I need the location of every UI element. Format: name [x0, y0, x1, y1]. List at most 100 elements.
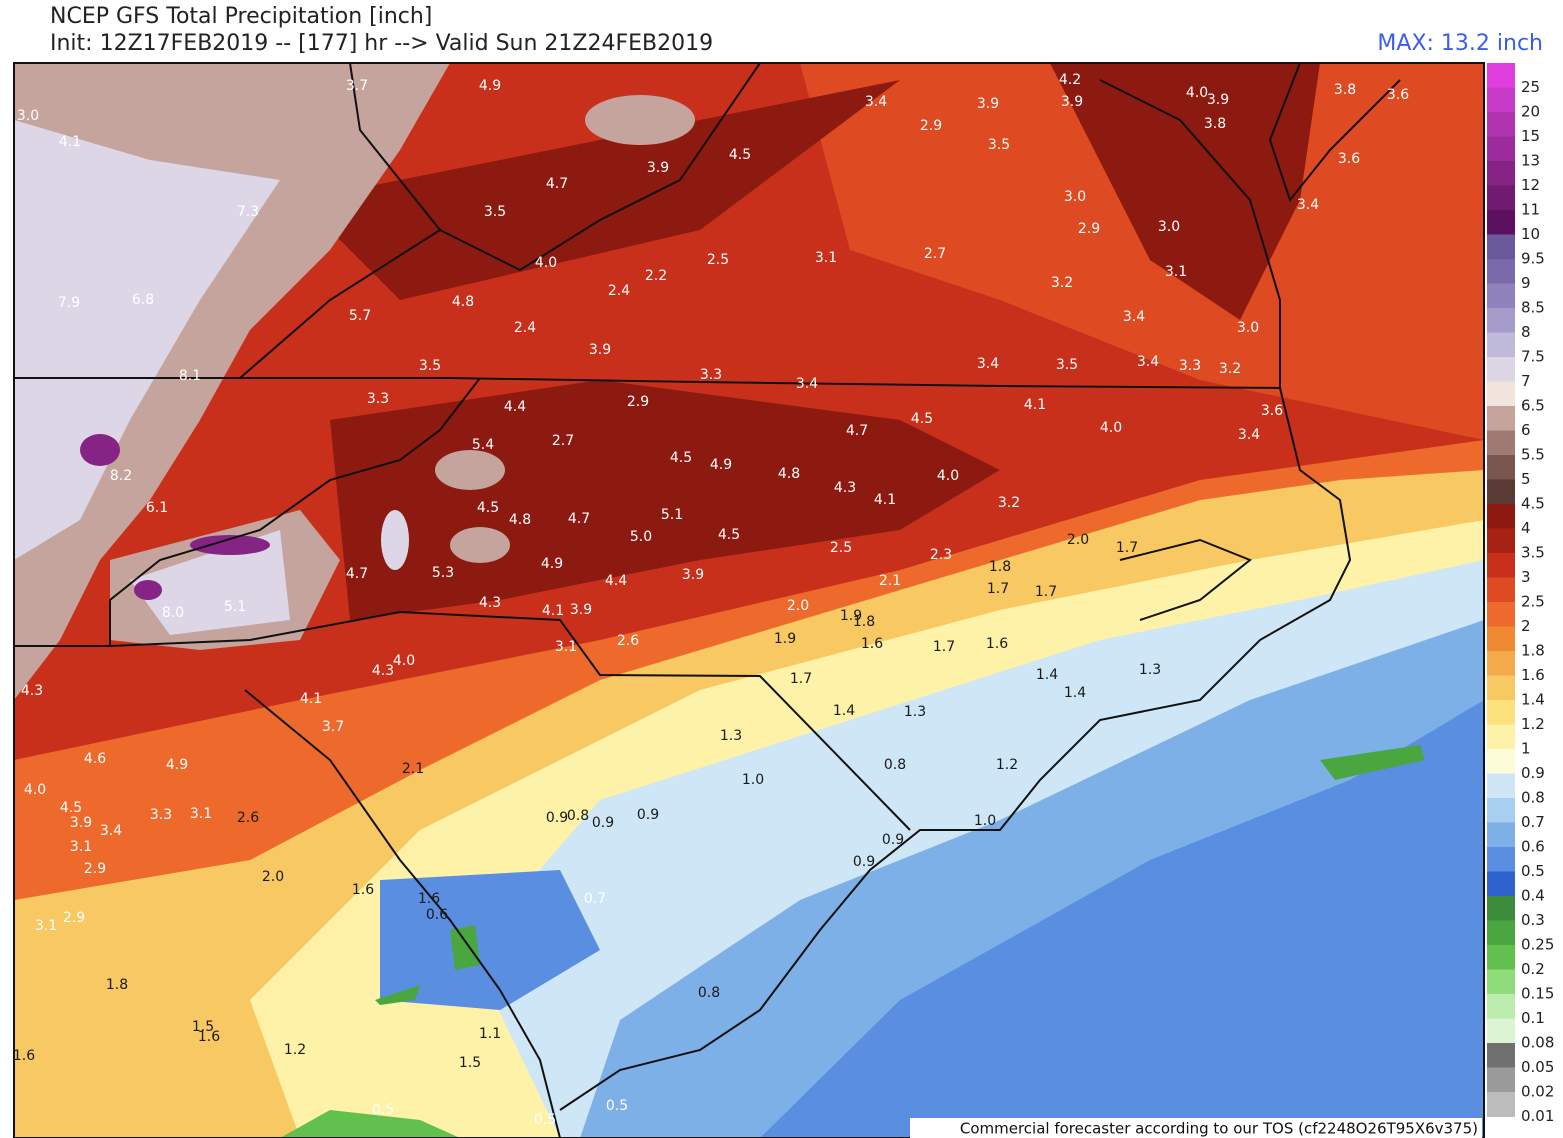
precip-field [14, 63, 1484, 1138]
precip-label: 1.9 [840, 608, 862, 624]
precip-label: 1.7 [1116, 540, 1138, 556]
precip-label: 4.1 [59, 134, 81, 150]
colorbar-cell [1487, 381, 1515, 407]
colorbar-label: 1.6 [1521, 666, 1545, 684]
colorbar-label: 0.08 [1521, 1034, 1554, 1052]
colorbar-label: 1.4 [1521, 691, 1545, 709]
precip-label: 2.0 [1067, 532, 1089, 548]
field-spot [450, 925, 480, 970]
precip-label: 3.3 [367, 391, 389, 407]
precip-label: 0.9 [882, 832, 904, 848]
precip-label: 1.8 [106, 977, 128, 993]
colorbar-label: 0.5 [1521, 862, 1545, 880]
field-band [14, 440, 1484, 900]
precip-label: 1.2 [996, 757, 1018, 773]
colorbar-cell [1487, 479, 1515, 505]
colorbar-cell [1487, 1067, 1515, 1093]
colorbar-cell [1487, 357, 1515, 382]
precip-label: 4.4 [605, 573, 627, 589]
precip-label: 4.0 [937, 468, 959, 484]
precip-label: 0.9 [546, 810, 568, 826]
field-spot [585, 95, 695, 145]
precip-label: 3.9 [977, 96, 999, 112]
footer-box [910, 1118, 1482, 1138]
colorbar-label: 8.5 [1521, 299, 1545, 317]
colorbar-cell [1487, 651, 1515, 676]
precip-label: 3.5 [988, 137, 1010, 153]
colorbar-cell [1487, 1043, 1515, 1068]
precip-label: 3.9 [589, 342, 611, 358]
colorbar-label: 1 [1521, 740, 1531, 758]
colorbar-cell [1487, 700, 1515, 725]
field-spot [134, 580, 162, 600]
colorbar-label: 3.5 [1521, 544, 1545, 562]
precip-label: 0.8 [698, 985, 720, 1001]
precip-label: 3.5 [1056, 357, 1078, 373]
colorbar-cell [1487, 577, 1515, 603]
precip-label: 4.9 [479, 78, 501, 94]
colorbar-label: 0.8 [1521, 789, 1545, 807]
field-spot [381, 510, 409, 570]
precip-label: 4.3 [372, 663, 394, 679]
precip-label: 3.0 [1064, 189, 1086, 205]
precip-label: 3.6 [1387, 87, 1409, 103]
precip-label: 1.6 [13, 1048, 35, 1064]
colorbar-label: 0.02 [1521, 1083, 1554, 1101]
field-spot [450, 527, 510, 563]
precip-label: 2.9 [1078, 221, 1100, 237]
precip-label: 2.5 [830, 540, 852, 556]
colorbar-label: 11 [1521, 201, 1540, 219]
precip-label: 0.5 [534, 1112, 556, 1128]
colorbar-label: 12 [1521, 176, 1540, 194]
colorbar-cell [1487, 63, 1515, 88]
footer: Commercial forecaster according to our T… [960, 1120, 1478, 1138]
precip-label: 4.9 [166, 757, 188, 773]
precip-label: 3.2 [998, 495, 1020, 511]
precip-label: 4.8 [509, 512, 531, 528]
precip-label: 3.5 [419, 358, 441, 374]
precip-label: 4.5 [718, 527, 740, 543]
precip-label: 1.5 [459, 1055, 481, 1071]
precip-label: 2.0 [787, 598, 809, 614]
field-band [300, 80, 900, 300]
precip-label: 0.5 [372, 1102, 394, 1118]
colorbar-label: 8 [1521, 323, 1531, 341]
colorbar-label: 0.3 [1521, 911, 1545, 929]
precip-label: 1.8 [989, 559, 1011, 575]
precip-label: 3.4 [796, 376, 818, 392]
precip-label: 0.9 [637, 807, 659, 823]
precip-label: 0.8 [884, 757, 906, 773]
precip-label: 8.1 [179, 368, 201, 384]
colorbar-label: 1.2 [1521, 715, 1545, 733]
state-border [439, 63, 761, 272]
precip-label: 2.9 [920, 118, 942, 134]
field-band [1050, 63, 1320, 320]
precip-label: 1.6 [418, 891, 440, 907]
precip-label: 4.0 [24, 782, 46, 798]
state-border [244, 689, 561, 1138]
precip-label: 3.6 [1261, 403, 1283, 419]
colorbar-label: 0.01 [1521, 1107, 1554, 1125]
colorbar-label: 9.5 [1521, 250, 1545, 268]
precip-label: 4.3 [21, 683, 43, 699]
colorbar-cell [1487, 136, 1515, 162]
field-spot [280, 1110, 460, 1138]
colorbar-label: 0.25 [1521, 936, 1554, 954]
precip-label: 4.7 [546, 176, 568, 192]
colorbar-cell [1487, 112, 1515, 137]
colorbar-label: 25 [1521, 78, 1540, 96]
precip-label: 3.4 [1238, 427, 1260, 443]
precip-label: 0.7 [584, 891, 606, 907]
precip-label: 5.1 [224, 599, 246, 615]
field-band [130, 530, 290, 635]
colorbar-cell [1487, 749, 1515, 774]
precip-label: 3.9 [1061, 94, 1083, 110]
precip-label: 1.6 [861, 636, 883, 652]
field-band [330, 380, 1000, 620]
state-border [14, 610, 911, 831]
precip-label: 4.1 [1024, 397, 1046, 413]
precip-label: 3.5 [484, 204, 506, 220]
precip-label: 3.6 [1338, 151, 1360, 167]
colorbar-cell [1487, 259, 1515, 284]
